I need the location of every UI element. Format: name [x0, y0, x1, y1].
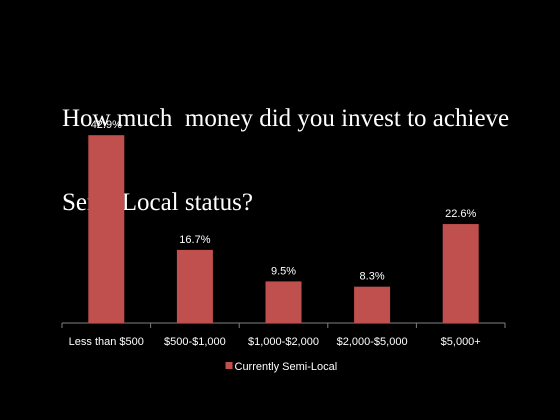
data-label: 16.7%: [179, 234, 210, 246]
data-label: 42.9%: [91, 119, 122, 131]
legend-swatch: [225, 362, 233, 369]
data-label: 8.3%: [360, 271, 385, 283]
category-label: $2,000-$5,000: [337, 336, 408, 348]
category-label: $1,000-$2,000: [248, 336, 319, 348]
legend: Currently Semi-Local: [225, 361, 338, 373]
bar: [442, 224, 479, 323]
bar: [88, 135, 125, 323]
category-label: $500-$1,000: [164, 336, 226, 348]
bar: [354, 286, 391, 323]
category-label: $5,000+: [441, 336, 481, 348]
data-label: 22.6%: [445, 208, 476, 220]
category-label: Less than $500: [69, 336, 144, 348]
bar: [265, 281, 302, 323]
data-label: 9.5%: [271, 265, 296, 277]
legend-label: Currently Semi-Local: [235, 361, 338, 373]
bar: [176, 249, 213, 323]
chart-title-line-1: How much money did you invest to achieve: [62, 105, 510, 132]
